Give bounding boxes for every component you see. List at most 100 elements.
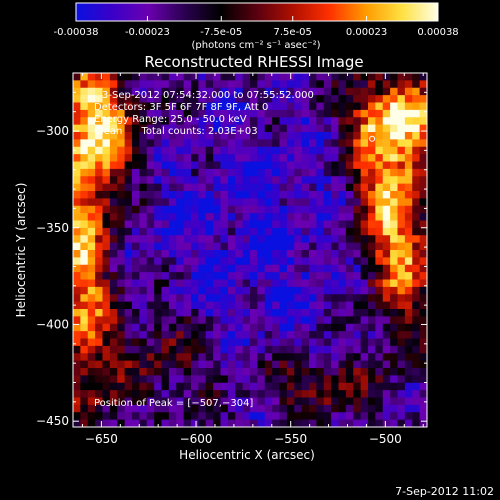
heatmap-cell [286,87,295,96]
heatmap-cell [220,198,229,207]
heatmap-cell [139,360,148,369]
heatmap-cell [73,191,81,199]
heatmap-cell [368,345,376,354]
heatmap-cell [257,191,266,199]
heatmap-cell [154,183,162,192]
heatmap-cell [360,73,369,81]
heatmap-cell [345,353,354,362]
heatmap-cell [338,242,347,251]
heatmap-cell [198,132,207,140]
heatmap-cell [294,338,303,347]
heatmap-cell [220,309,229,317]
heatmap-cell [176,279,185,288]
heatmap-cell [301,375,310,384]
heatmap-cell [257,375,266,384]
heatmap-cell [176,368,185,376]
heatmap-cell [154,264,162,273]
heatmap-cell [279,250,288,258]
heatmap-cell [338,390,347,398]
heatmap-cell [124,309,133,317]
heatmap-cell [257,154,266,162]
heatmap-cell [419,95,427,103]
heatmap-cell [109,191,118,199]
heatmap-cell [257,146,266,155]
heatmap-cell [353,124,362,133]
heatmap-cell [412,301,421,310]
heatmap-cell [146,390,155,398]
heatmap-cell [264,353,273,362]
heatmap-cell [124,102,133,111]
heatmap-cell [198,242,207,251]
x-tick-label: −550 [274,432,307,446]
heatmap-cell [360,132,369,140]
heatmap-cell [132,168,140,177]
heatmap-cell [191,191,199,199]
heatmap-cell [235,176,244,185]
heatmap-cell [272,161,280,170]
heatmap-cell [250,117,258,126]
heatmap-cell [227,345,236,354]
heatmap-cell [404,95,413,103]
heatmap-cell [397,124,406,133]
heatmap-cell [397,227,406,236]
heatmap-cell [272,227,280,236]
heatmap-cell [235,382,244,391]
heatmap-cell [382,161,391,170]
heatmap-cell [345,242,354,251]
heatmap-cell [198,191,207,199]
heatmap-cell [294,183,303,192]
heatmap-cell [117,390,126,398]
heatmap-cell [250,404,258,413]
heatmap [73,73,427,427]
heatmap-cell [316,198,325,207]
heatmap-cell [213,338,221,347]
heatmap-cell [404,375,413,384]
heatmap-cell [279,87,288,96]
heatmap-cell [132,257,140,266]
heatmap-cell [412,220,421,229]
heatmap-cell [132,286,140,295]
heatmap-cell [309,80,317,89]
heatmap-cell [242,235,251,244]
heatmap-cell [198,331,207,339]
heatmap-cell [235,73,244,81]
heatmap-cell [345,117,354,126]
heatmap-cell [80,375,89,384]
heatmap-cell [286,390,295,398]
heatmap-cell [191,161,199,170]
heatmap-cell [227,279,236,288]
heatmap-cell [301,124,310,133]
heatmap-cell [80,168,89,177]
heatmap-cell [213,390,221,398]
heatmap-cell [338,419,347,427]
heatmap-cell [220,397,229,406]
heatmap-cell [146,264,155,273]
heatmap-cell [279,117,288,126]
heatmap-cell [397,117,406,126]
heatmap-cell [316,220,325,229]
heatmap-cell [250,412,258,421]
heatmap-cell [109,183,118,192]
heatmap-cell [73,95,81,103]
heatmap-cell [264,176,273,185]
heatmap-cell [360,220,369,229]
heatmap-cell [102,338,111,347]
heatmap-cell [279,338,288,347]
heatmap-cell [139,397,148,406]
heatmap-cell [272,316,280,325]
heatmap-cell [132,102,140,111]
heatmap-cell [191,132,199,140]
heatmap-cell [87,279,96,288]
heatmap-cell [87,191,96,199]
heatmap-cell [323,161,332,170]
heatmap-cell [345,168,354,177]
heatmap-cell [80,390,89,398]
heatmap-cell [368,250,376,258]
heatmap-cell [102,382,111,391]
heatmap-cell [117,117,126,126]
heatmap-cell [404,286,413,295]
heatmap-cell [161,80,170,89]
heatmap-cell [390,419,398,427]
heatmap-cell [242,360,251,369]
heatmap-cell [168,213,177,221]
